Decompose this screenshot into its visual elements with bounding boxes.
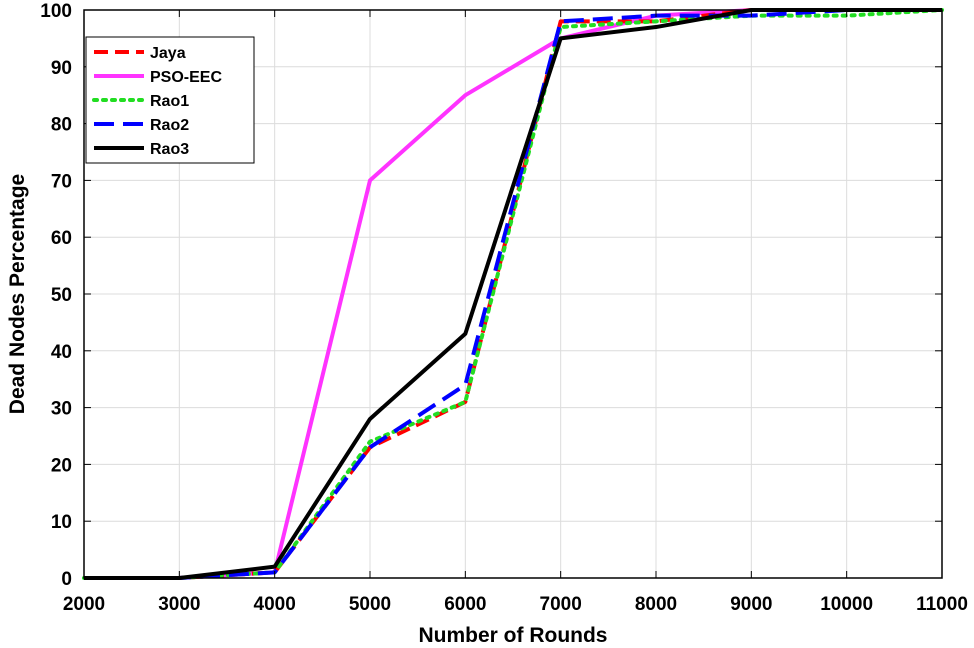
x-axis-label: Number of Rounds: [419, 624, 608, 647]
y-tick-label: 80: [51, 115, 72, 136]
legend-label: Rao3: [150, 141, 189, 158]
x-tick-label: 5000: [349, 594, 391, 615]
y-tick-label: 40: [51, 342, 72, 363]
x-tick-label: 3000: [158, 594, 200, 615]
y-tick-label: 60: [51, 228, 72, 249]
x-tick-label: 10000: [820, 594, 873, 615]
x-tick-label: 9000: [730, 594, 772, 615]
legend-label: Jaya: [150, 45, 186, 62]
series-line-rao2: [84, 8, 942, 580]
legend: Jaya PSO-EEC Rao1 Rao2 Rao3: [85, 36, 255, 164]
y-tick-label: 20: [51, 455, 72, 476]
y-tick-label: 70: [51, 171, 72, 192]
x-tick-label: 2000: [63, 594, 105, 615]
y-tick-label: 30: [51, 399, 72, 420]
axis-ticks: 2000 3000 4000 5000 6000 7000 8000 9000 10000 110…: [40, 1, 968, 615]
y-tick-label: 0: [61, 569, 72, 590]
legend-label: PSO-EEC: [150, 69, 222, 86]
x-tick-label: 11000: [916, 594, 968, 615]
y-tick-label: 50: [51, 285, 72, 306]
x-tick-label: 7000: [540, 594, 582, 615]
y-tick-label: 90: [51, 58, 72, 79]
series-line-rao1: [82, 8, 944, 580]
y-tick-label: 10: [51, 512, 72, 533]
y-axis-label: Dead Nodes Percentage: [6, 174, 29, 414]
legend-label: Rao1: [150, 93, 189, 110]
x-tick-label: 4000: [254, 594, 296, 615]
legend-label: Rao2: [150, 117, 189, 134]
x-tick-label: 8000: [635, 594, 677, 615]
y-tick-label: 100: [40, 1, 72, 22]
x-tick-label: 6000: [444, 594, 486, 615]
